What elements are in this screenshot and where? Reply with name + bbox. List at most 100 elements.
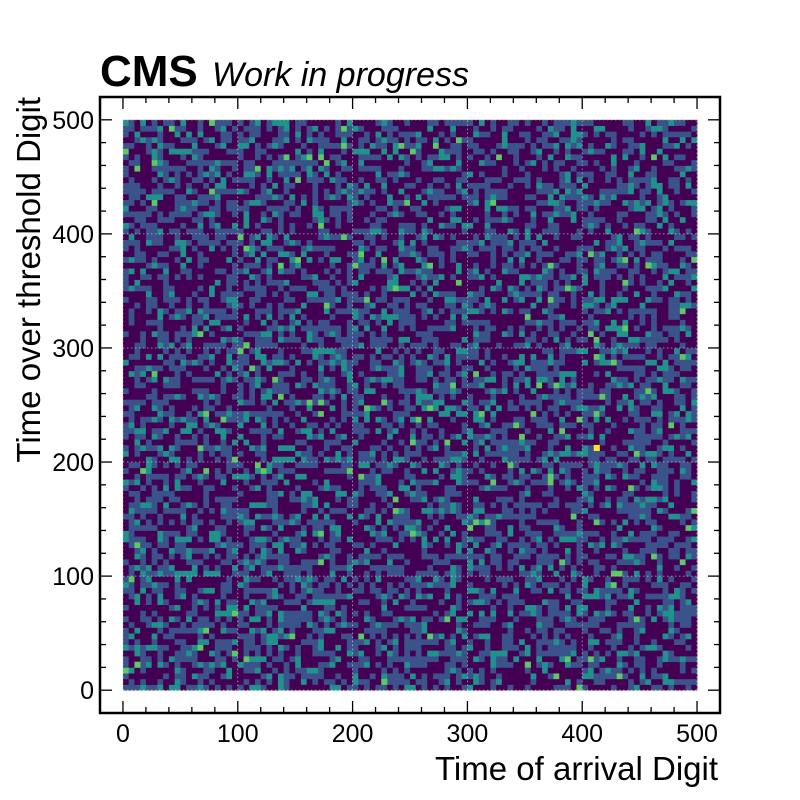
- heatmap-cell: [306, 376, 313, 383]
- heatmap-cell: [329, 233, 336, 240]
- heatmap-cell: [341, 644, 348, 651]
- heatmap-cell: [289, 490, 296, 497]
- heatmap-cell: [289, 570, 296, 577]
- heatmap-cell: [323, 536, 331, 543]
- heatmap-cell: [203, 262, 210, 269]
- heatmap-cell: [335, 165, 342, 172]
- heatmap-cell: [335, 370, 342, 377]
- heatmap-cell: [122, 199, 130, 206]
- heatmap-cell: [220, 427, 227, 434]
- heatmap-cell: [140, 342, 147, 349]
- heatmap-cell: [260, 524, 267, 531]
- heatmap-cell: [140, 473, 147, 480]
- heatmap-cell: [232, 319, 239, 326]
- heatmap-cell: [151, 268, 158, 275]
- heatmap-cell: [151, 644, 158, 651]
- heatmap-cell: [346, 393, 353, 400]
- heatmap-cell: [186, 598, 193, 606]
- heatmap-cell: [295, 650, 302, 657]
- heatmap-cell: [289, 273, 296, 280]
- heatmap-cell: [364, 222, 371, 229]
- heatmap-cell: [392, 387, 399, 394]
- heatmap-cell: [255, 627, 262, 634]
- heatmap-cell: [329, 564, 336, 571]
- heatmap-cell: [128, 473, 135, 480]
- heatmap-cell: [306, 342, 313, 349]
- heatmap-cell: [369, 188, 376, 195]
- heatmap-cell: [174, 182, 181, 189]
- heatmap-cell: [364, 313, 371, 320]
- heatmap-cell: [260, 387, 267, 394]
- heatmap-cell: [358, 325, 365, 332]
- heatmap-cell: [341, 519, 348, 526]
- heatmap-cell: [398, 262, 405, 269]
- heatmap-cell: [128, 205, 135, 212]
- heatmap-cell: [306, 444, 313, 452]
- heatmap-cell: [163, 245, 170, 252]
- heatmap-cell: [272, 319, 279, 326]
- heatmap-cell: [381, 405, 388, 412]
- heatmap-cell: [214, 621, 221, 628]
- heatmap-cell: [243, 450, 250, 457]
- heatmap-cell: [180, 462, 187, 469]
- heatmap-cell: [186, 268, 193, 275]
- heatmap-cell: [209, 182, 216, 189]
- heatmap-cell: [266, 644, 273, 651]
- heatmap-cell: [283, 228, 290, 235]
- heatmap-cell: [364, 325, 371, 332]
- heatmap-cell: [404, 365, 411, 372]
- heatmap-cell: [295, 581, 302, 588]
- heatmap-cell: [398, 513, 405, 520]
- heatmap-cell: [387, 239, 394, 246]
- heatmap-cell: [140, 216, 147, 223]
- heatmap-cell: [283, 211, 290, 218]
- heatmap-cell: [375, 290, 382, 298]
- heatmap-cell: [266, 268, 273, 275]
- heatmap-cell: [249, 119, 256, 126]
- heatmap-cell: [220, 684, 227, 691]
- heatmap-cell: [243, 541, 250, 548]
- heatmap-cell: [163, 621, 170, 628]
- heatmap-cell: [266, 336, 273, 343]
- heatmap-cell: [369, 353, 376, 360]
- heatmap-cell: [364, 233, 371, 240]
- heatmap-cell: [191, 216, 198, 223]
- heatmap-cell: [387, 621, 394, 628]
- heatmap-cell: [381, 433, 388, 440]
- heatmap-cell: [341, 559, 348, 566]
- heatmap-cell: [157, 405, 164, 412]
- heatmap-cell: [392, 199, 399, 206]
- heatmap-cell: [122, 496, 130, 503]
- heatmap-cell: [140, 598, 147, 606]
- heatmap-cell: [209, 581, 216, 588]
- heatmap-cell: [168, 496, 176, 503]
- heatmap-cell: [369, 638, 376, 645]
- heatmap-cell: [283, 684, 290, 691]
- heatmap-cell: [341, 673, 348, 680]
- heatmap-cell: [387, 450, 394, 457]
- heatmap-cell: [209, 456, 216, 463]
- heatmap-cell: [260, 604, 267, 611]
- heatmap-cell: [364, 462, 371, 469]
- heatmap-cell: [180, 541, 187, 548]
- heatmap-cell: [369, 433, 376, 440]
- heatmap-cell: [134, 462, 141, 469]
- heatmap-cell: [306, 530, 313, 537]
- heatmap-cell: [323, 661, 331, 668]
- heatmap-cell: [272, 553, 279, 560]
- heatmap-cell: [145, 193, 153, 201]
- heatmap-cell: [243, 684, 250, 691]
- heatmap-cell: [180, 633, 187, 640]
- heatmap-cell: [226, 222, 233, 229]
- heatmap-cell: [404, 353, 411, 360]
- heatmap-cell: [180, 410, 187, 417]
- heatmap-cell: [122, 393, 130, 400]
- heatmap-cell: [168, 216, 176, 223]
- heatmap-cell: [364, 302, 371, 309]
- heatmap-cell: [266, 399, 273, 406]
- heatmap-cell: [266, 319, 273, 326]
- heatmap-cell: [283, 205, 290, 212]
- heatmap-cell: [277, 399, 285, 406]
- heatmap-cell: [214, 319, 221, 326]
- heatmap-cell: [295, 627, 302, 634]
